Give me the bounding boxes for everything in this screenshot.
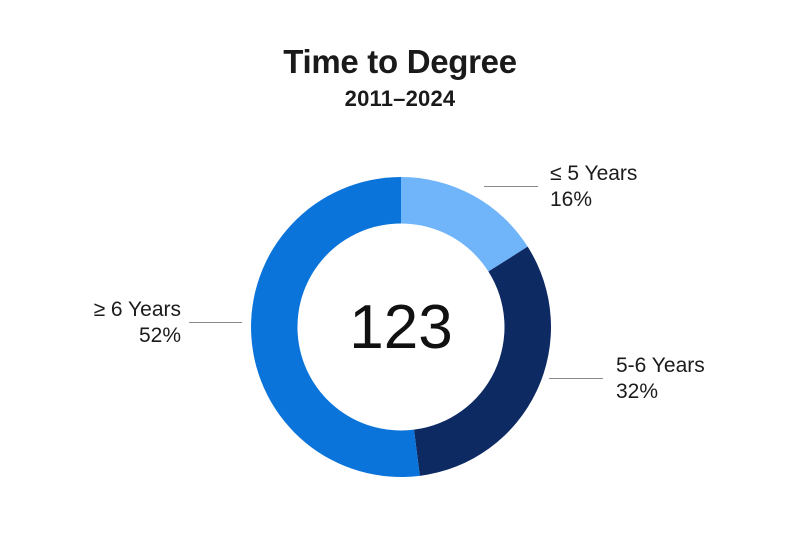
callout-5-6-years: 5-6 Years 32% (616, 353, 705, 404)
donut-segment-ge-6-years (251, 177, 420, 477)
leader-line-ge-6-years (189, 322, 242, 323)
donut-center-value: 123 (349, 292, 453, 362)
chart-header: Time to Degree 2011–2024 (0, 43, 800, 112)
donut-chart: 123 (251, 177, 551, 477)
chart-title: Time to Degree (283, 43, 517, 80)
segment-label-le-5-years: ≤ 5 Years (550, 162, 638, 185)
chart-subtitle: 2011–2024 (344, 86, 456, 112)
callout-le-5-years: ≤ 5 Years 16% (550, 161, 637, 212)
segment-percent-5-6-years: 32% (616, 380, 659, 403)
segment-label-ge-6-years: ≥ 6 Years (93, 298, 181, 321)
leader-line-5-6-years (549, 378, 603, 379)
segment-percent-ge-6-years: 52% (138, 324, 181, 347)
donut-segment-5-6-years (413, 246, 551, 476)
segment-label-5-6-years: 5-6 Years (616, 354, 705, 377)
leader-line-le-5-years (484, 186, 538, 187)
callout-ge-6-years: ≥ 6 Years 52% (94, 297, 181, 348)
donut-segment-le-5-years (401, 177, 528, 272)
donut-svg (251, 177, 551, 477)
segment-percent-le-5-years: 16% (550, 188, 593, 211)
